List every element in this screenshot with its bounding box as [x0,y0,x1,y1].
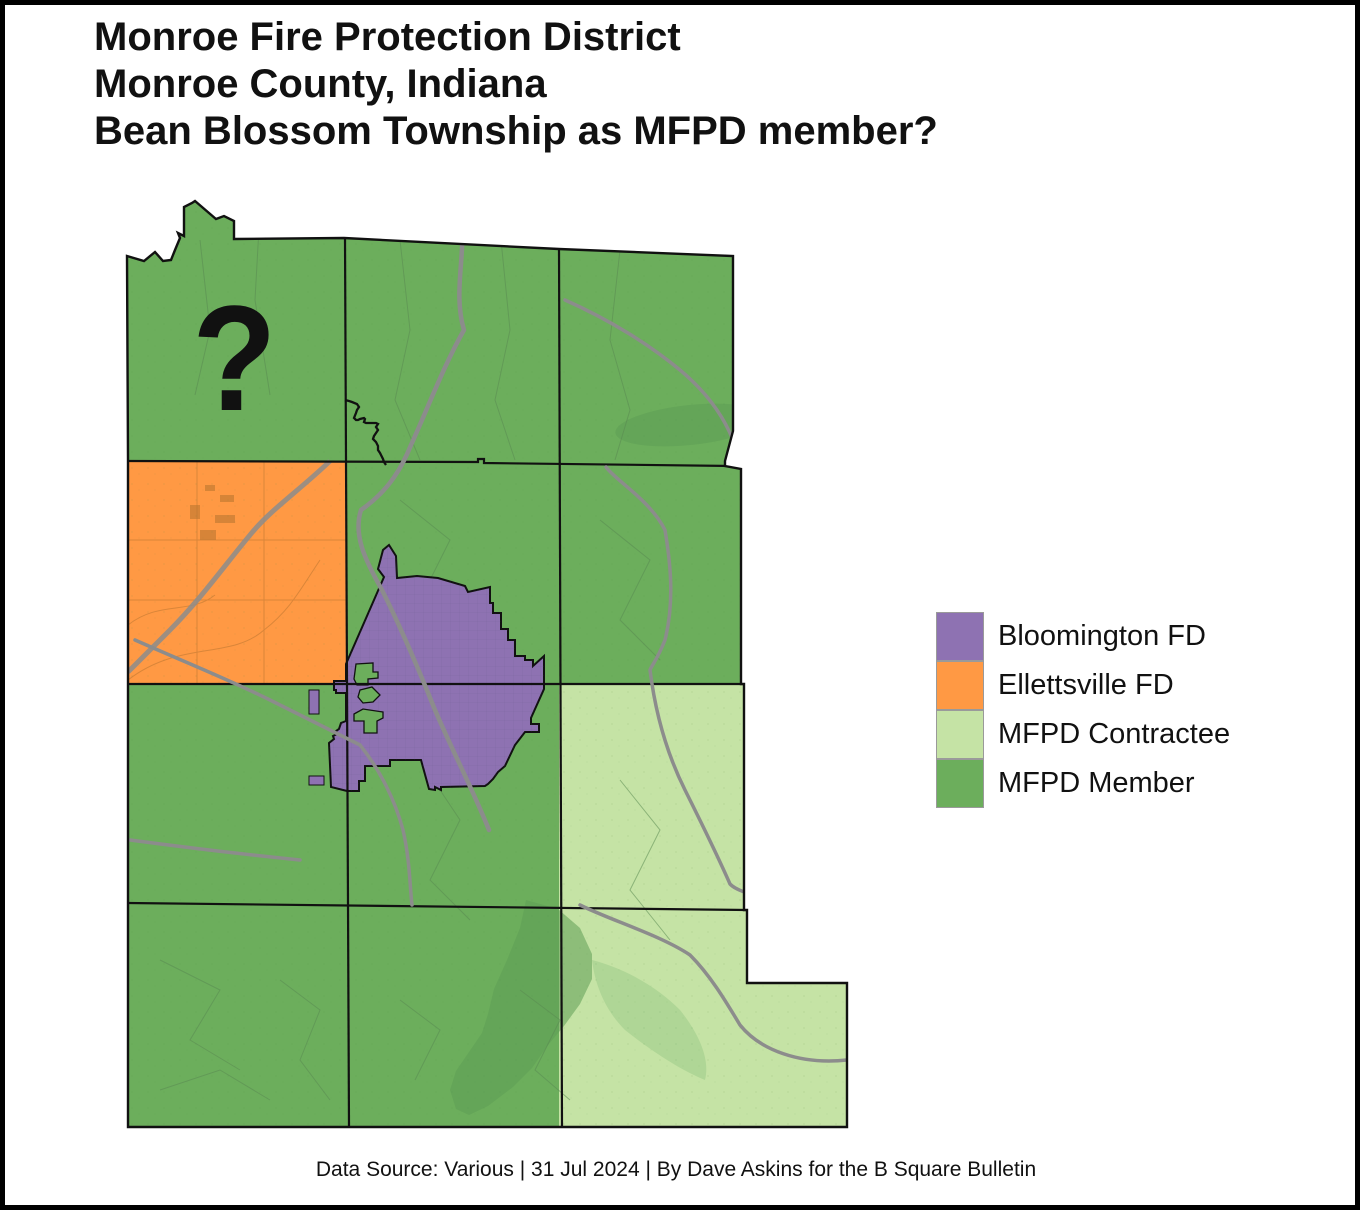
svg-text:?: ? [192,275,276,443]
